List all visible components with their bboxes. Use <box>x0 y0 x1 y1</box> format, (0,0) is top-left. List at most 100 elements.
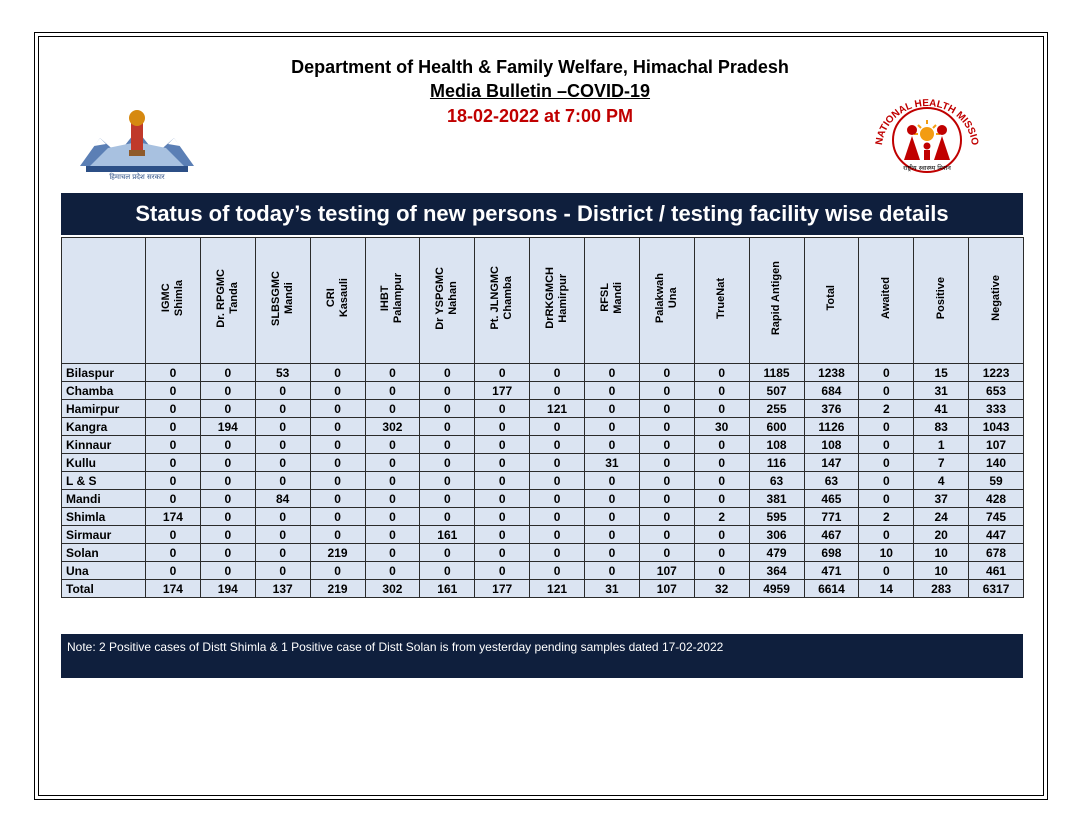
column-header-label: SLBSGMC Mandi <box>269 270 295 326</box>
value-cell: 0 <box>638 435 695 454</box>
value-cell: 1238 <box>803 363 860 382</box>
value-cell: 0 <box>145 399 201 418</box>
value-cell: 0 <box>858 453 915 472</box>
value-cell: 0 <box>529 561 585 580</box>
column-header: IGMC Shimla <box>145 237 201 364</box>
column-header-label: Awaited <box>879 277 892 319</box>
value-cell: 381 <box>748 489 805 508</box>
column-header: RFSL Mandi <box>584 237 640 364</box>
value-cell: 0 <box>474 471 531 490</box>
value-cell: 0 <box>584 363 640 382</box>
column-header: Total <box>803 237 860 364</box>
value-cell: 0 <box>858 381 915 400</box>
value-cell: 14 <box>858 579 915 598</box>
value-cell: 0 <box>529 471 585 490</box>
value-cell: 302 <box>364 417 421 436</box>
value-cell: 0 <box>364 399 421 418</box>
footnote: Note: 2 Positive cases of Distt Shimla &… <box>61 634 1023 678</box>
value-cell: 0 <box>638 525 695 544</box>
value-cell: 0 <box>474 363 531 382</box>
value-cell: 0 <box>309 471 366 490</box>
value-cell: 1 <box>913 435 970 454</box>
column-header-label: Rapid Antigen <box>770 260 783 336</box>
value-cell: 0 <box>638 417 695 436</box>
district-name-cell: Kangra <box>61 417 146 436</box>
emblem-caption: हिमाचल प्रदेश सरकार <box>109 172 164 181</box>
value-cell: 467 <box>803 525 860 544</box>
value-cell: 507 <box>748 381 805 400</box>
value-cell: 121 <box>529 399 585 418</box>
column-header: Rapid Antigen <box>748 237 805 364</box>
value-cell: 0 <box>419 489 476 508</box>
value-cell: 0 <box>145 561 201 580</box>
value-cell: 0 <box>474 543 531 562</box>
table-row: L & S 0 0 0 0 0 0 0 0 0 0 0 63 63 0 4 59 <box>61 471 1024 490</box>
value-cell: 0 <box>145 489 201 508</box>
value-cell: 745 <box>968 507 1024 526</box>
value-cell: 465 <box>803 489 860 508</box>
value-cell: 0 <box>309 453 366 472</box>
value-cell: 0 <box>474 399 531 418</box>
district-name-cell: Kullu <box>61 453 146 472</box>
value-cell: 108 <box>803 435 860 454</box>
bulletin-title: Media Bulletin –COVID-19 <box>429 81 651 101</box>
value-cell: 0 <box>584 561 640 580</box>
column-header-label: IHBT Palampur <box>379 272 405 324</box>
column-header: TrueNat <box>693 237 750 364</box>
value-cell: 0 <box>145 543 201 562</box>
value-cell: 24 <box>913 507 970 526</box>
table-row: Chamba 0 0 0 0 0 0 177 0 0 0 0 507 684 0 31 653 <box>61 381 1024 400</box>
value-cell: 0 <box>145 363 201 382</box>
value-cell: 20 <box>913 525 970 544</box>
value-cell: 0 <box>529 435 585 454</box>
column-header-label: Negative <box>989 275 1002 321</box>
value-cell: 364 <box>748 561 805 580</box>
value-cell: 600 <box>748 417 805 436</box>
value-cell: 0 <box>199 453 256 472</box>
value-cell: 471 <box>803 561 860 580</box>
value-cell: 0 <box>254 417 311 436</box>
value-cell: 0 <box>584 543 640 562</box>
value-cell: 4 <box>913 471 970 490</box>
value-cell: 63 <box>748 471 805 490</box>
column-header-label: IGMC Shimla <box>159 279 185 317</box>
bulletin-header: Department of Health & Family Welfare, H… <box>0 55 1080 129</box>
value-cell: 0 <box>584 399 640 418</box>
column-header-label: Dr YSPGMC Nahan <box>434 266 460 330</box>
value-cell: 194 <box>199 579 256 598</box>
column-header: DrRKGMCH Hamirpur <box>529 237 585 364</box>
testing-table: IGMC Shimla Dr. RPGMC Tanda SLBSGMC Mandi C… <box>61 237 1024 598</box>
district-name-cell: Una <box>61 561 146 580</box>
value-cell: 0 <box>529 507 585 526</box>
bulletin-datetime: 18-02-2022 at 7:00 PM <box>446 106 634 126</box>
value-cell: 83 <box>913 417 970 436</box>
value-cell: 0 <box>584 435 640 454</box>
value-cell: 2 <box>858 507 915 526</box>
outer-border <box>34 32 1048 800</box>
value-cell: 0 <box>693 399 750 418</box>
value-cell: 0 <box>364 381 421 400</box>
value-cell: 302 <box>364 579 421 598</box>
table-row: Kangra 0 194 0 0 302 0 0 0 0 0 30 600 1126 0 83 1043 <box>61 417 1024 436</box>
value-cell: 0 <box>145 471 201 490</box>
value-cell: 177 <box>474 381 531 400</box>
value-cell: 0 <box>254 453 311 472</box>
value-cell: 0 <box>693 489 750 508</box>
district-name-cell: Mandi <box>61 489 146 508</box>
value-cell: 161 <box>419 525 476 544</box>
value-cell: 684 <box>803 381 860 400</box>
value-cell: 6317 <box>968 579 1024 598</box>
value-cell: 0 <box>584 507 640 526</box>
column-header-label: Total <box>824 285 837 311</box>
value-cell: 140 <box>968 453 1024 472</box>
value-cell: 174 <box>145 507 201 526</box>
value-cell: 0 <box>364 489 421 508</box>
value-cell: 1126 <box>803 417 860 436</box>
district-name-cell: Kinnaur <box>61 435 146 454</box>
nhm-caption: राष्ट्रीय स्वास्थ्य मिशन <box>903 164 951 172</box>
national-health-mission-logo: NATIONAL HEALTH MISSION राष्ट्रीय स्वास्… <box>864 80 986 184</box>
value-cell: 31 <box>584 579 640 598</box>
value-cell: 0 <box>364 435 421 454</box>
district-name-cell: Total <box>61 579 146 598</box>
column-header: Awaited <box>858 237 915 364</box>
